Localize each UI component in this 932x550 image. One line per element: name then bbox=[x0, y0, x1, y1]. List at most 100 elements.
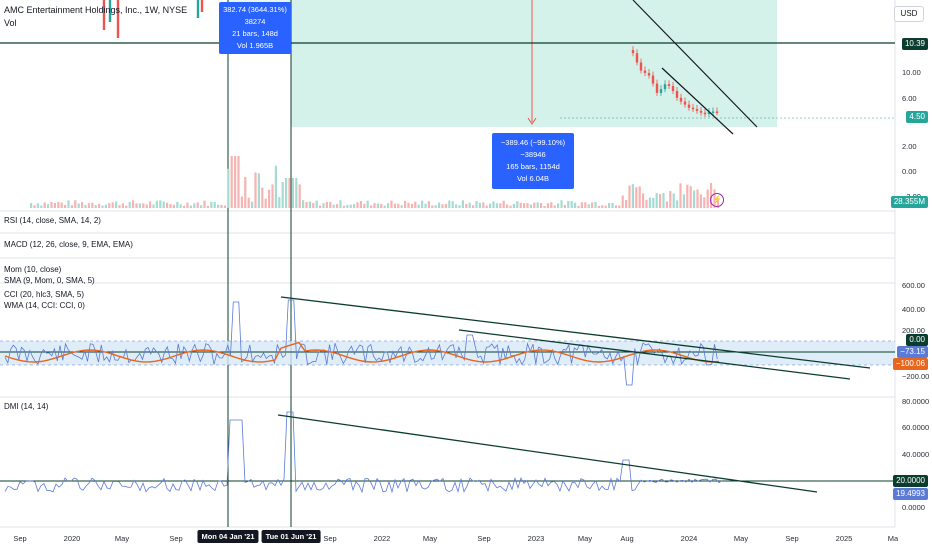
price-axis-label: 10.00 bbox=[902, 68, 921, 77]
currency-button[interactable]: USD bbox=[894, 6, 924, 22]
cci-label[interactable]: CCI (20, hlc3, SMA, 5) bbox=[4, 290, 85, 299]
volume-bar bbox=[380, 204, 383, 208]
volume-bar bbox=[74, 200, 77, 208]
volume-bar bbox=[336, 204, 339, 208]
measure-down-line2: 165 bars, 1154d bbox=[506, 162, 560, 171]
measure-up-line1: 382.74 (3644.31%) 38274 bbox=[223, 5, 287, 26]
mom-label[interactable]: Mom (10, close) bbox=[4, 265, 62, 274]
volume-bar bbox=[461, 200, 464, 208]
price-axis-label: 6.00 bbox=[902, 94, 917, 103]
volume-bar bbox=[553, 205, 556, 208]
volume-bar bbox=[404, 200, 407, 208]
volume-bar bbox=[519, 202, 522, 208]
volume-bar bbox=[631, 184, 634, 208]
volume-bar bbox=[669, 191, 672, 208]
time-axis-label: May bbox=[114, 534, 130, 543]
time-axis-label: 2023 bbox=[527, 534, 545, 543]
time-axis-label: 2025 bbox=[835, 534, 853, 543]
volume-bar bbox=[665, 201, 668, 208]
dmi-level-tag: 20.0000 bbox=[893, 475, 928, 487]
macd-label[interactable]: MACD (12, 26, close, 9, EMA, EMA) bbox=[4, 240, 133, 249]
volume-bar bbox=[261, 187, 264, 208]
candle-body bbox=[196, 0, 200, 18]
time-axis-label: May bbox=[733, 534, 749, 543]
volume-bar bbox=[689, 186, 692, 208]
time-axis-label[interactable]: Tue 01 Jun '21 bbox=[261, 530, 321, 543]
volume-bar bbox=[458, 205, 461, 208]
volume-bar bbox=[206, 205, 209, 208]
volume-bar bbox=[60, 202, 63, 208]
volume-bar bbox=[635, 187, 638, 208]
volume-bar bbox=[64, 204, 67, 208]
dmi-adx-line bbox=[4, 411, 723, 494]
volume-bar bbox=[642, 193, 645, 208]
candle-body bbox=[102, 0, 106, 30]
volume-bar bbox=[220, 204, 223, 208]
cci-axis-label: 600.00 bbox=[902, 281, 925, 290]
volume-bar bbox=[597, 205, 600, 208]
volume-bar bbox=[414, 201, 417, 208]
volume-bar bbox=[166, 202, 169, 208]
volume-bar bbox=[648, 197, 651, 208]
volume-bar bbox=[625, 199, 628, 208]
lightning-icon[interactable]: ⚡ bbox=[710, 193, 724, 207]
volume-bar bbox=[81, 201, 84, 208]
volume-bar bbox=[618, 205, 621, 208]
volume-bar bbox=[155, 200, 158, 208]
candle-body bbox=[116, 0, 120, 38]
volume-bar bbox=[132, 200, 135, 208]
volume-bar bbox=[203, 200, 206, 208]
volume-bar bbox=[108, 203, 111, 208]
volume-bar bbox=[356, 202, 359, 208]
time-axis-label: 2020 bbox=[63, 534, 81, 543]
candle-body bbox=[635, 53, 639, 63]
volume-bar bbox=[655, 192, 658, 208]
symbol-title[interactable]: AMC Entertainment Holdings, Inc., 1W, NY… bbox=[4, 5, 188, 15]
volume-bar bbox=[438, 202, 441, 208]
volume-bar bbox=[101, 205, 104, 208]
volume-bar bbox=[332, 204, 335, 208]
volume-bar bbox=[482, 202, 485, 208]
candle-body bbox=[667, 84, 671, 87]
dmi-label[interactable]: DMI (14, 14) bbox=[4, 402, 49, 411]
volume-bar bbox=[138, 203, 141, 208]
dmi-axis-label: 40.0000 bbox=[902, 450, 930, 459]
volume-bar bbox=[679, 183, 682, 208]
time-axis-label[interactable]: Mon 04 Jan '21 bbox=[197, 530, 259, 543]
volume-bar bbox=[149, 201, 152, 208]
candle-body bbox=[663, 84, 667, 90]
volume-bar bbox=[298, 184, 301, 208]
volume-bar bbox=[70, 205, 73, 208]
volume-bar bbox=[546, 203, 549, 208]
volume-bar bbox=[104, 204, 107, 208]
volume-bar bbox=[57, 201, 60, 208]
volume-bar bbox=[512, 203, 515, 208]
volume-bar bbox=[237, 156, 240, 208]
trendline-price-lower bbox=[661, 67, 734, 135]
volume-bar bbox=[682, 194, 685, 208]
volume-bar bbox=[200, 205, 203, 208]
volume-bar bbox=[342, 205, 345, 208]
volume-bar bbox=[295, 178, 298, 208]
volume-bar bbox=[240, 196, 243, 208]
volume-bar bbox=[254, 172, 257, 208]
measure-range-area bbox=[291, 0, 777, 127]
wma-label[interactable]: WMA (14, CCI: CCI, 0) bbox=[4, 301, 85, 310]
volume-bar bbox=[373, 203, 376, 208]
volume-bar bbox=[234, 156, 237, 208]
trendline-dmi bbox=[277, 414, 818, 493]
volume-bar bbox=[550, 202, 553, 208]
mom-sma-label[interactable]: SMA (9, Mom, 0, SMA, 5) bbox=[4, 276, 95, 285]
volume-bar bbox=[363, 203, 366, 208]
cci-value-tag: −73.15 bbox=[897, 346, 928, 358]
rsi-label[interactable]: RSI (14, close, SMA, 14, 2) bbox=[4, 216, 101, 225]
candle-body bbox=[675, 91, 679, 98]
volume-bar bbox=[400, 205, 403, 208]
volume-bar bbox=[33, 205, 36, 208]
volume-bar bbox=[591, 202, 594, 208]
volume-bar bbox=[179, 204, 182, 208]
volume-bar bbox=[305, 202, 308, 208]
volume-bar bbox=[244, 177, 247, 208]
